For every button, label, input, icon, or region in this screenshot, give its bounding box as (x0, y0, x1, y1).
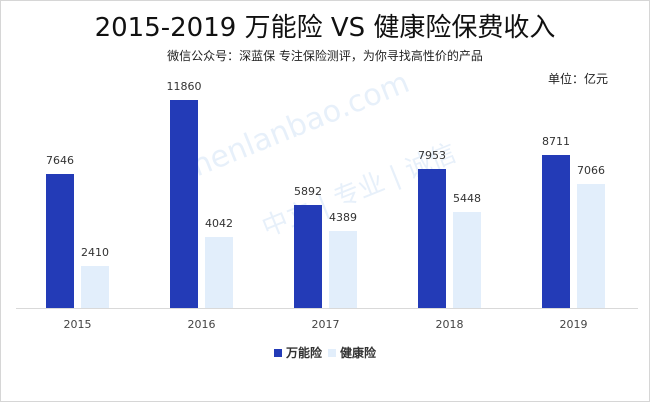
bar-2016-health (205, 237, 233, 308)
x-tick-2016: 2016 (187, 318, 216, 331)
data-label-2018-health: 5448 (453, 192, 481, 205)
legend: 万能险 健康险 (0, 344, 650, 361)
legend-label-health: 健康险 (340, 346, 377, 360)
x-tick-2018: 2018 (435, 318, 464, 331)
legend-swatch-health (328, 348, 336, 357)
legend-swatch-wanneng (273, 348, 282, 357)
data-label-2017-health: 4389 (329, 211, 357, 224)
legend-label-wanneng: 万能险 (285, 346, 322, 360)
data-label-2018-wanneng: 7953 (418, 149, 446, 162)
bar-2015-wanneng (46, 174, 74, 308)
chart-subtitle: 微信公众号：深蓝保 专注保险测评，为你寻找高性价的产品 (167, 49, 483, 63)
data-label-2019-wanneng: 8711 (542, 135, 570, 148)
unit-label: 单位：亿元 (547, 72, 608, 86)
bar-2015-health (81, 266, 109, 308)
data-label-2015-wanneng: 7646 (46, 154, 74, 167)
data-label-2017-wanneng: 5892 (294, 185, 322, 198)
bar-2018-health (453, 212, 481, 308)
bar-2018-wanneng (418, 169, 446, 308)
bar-2016-wanneng (170, 100, 198, 308)
bar-2017-health (329, 231, 357, 308)
x-tick-2017: 2017 (311, 318, 340, 331)
legend-item-wanneng: 万能险 (273, 344, 322, 361)
data-label-2019-health: 7066 (577, 164, 605, 177)
bar-2017-wanneng (294, 205, 322, 308)
legend-item-health: 健康险 (328, 344, 376, 361)
bar-2019-health (577, 184, 605, 308)
chart-title: 2015-2019 万能险 VS 健康险保费收入 (94, 13, 556, 43)
data-label-2016-health: 4042 (205, 217, 233, 230)
data-label-2016-wanneng: 11860 (166, 80, 202, 93)
data-label-2015-health: 2410 (81, 246, 109, 259)
x-tick-2015: 2015 (63, 318, 92, 331)
x-axis-line (16, 308, 638, 309)
bar-2019-wanneng (542, 155, 570, 308)
x-tick-2019: 2019 (559, 318, 588, 331)
